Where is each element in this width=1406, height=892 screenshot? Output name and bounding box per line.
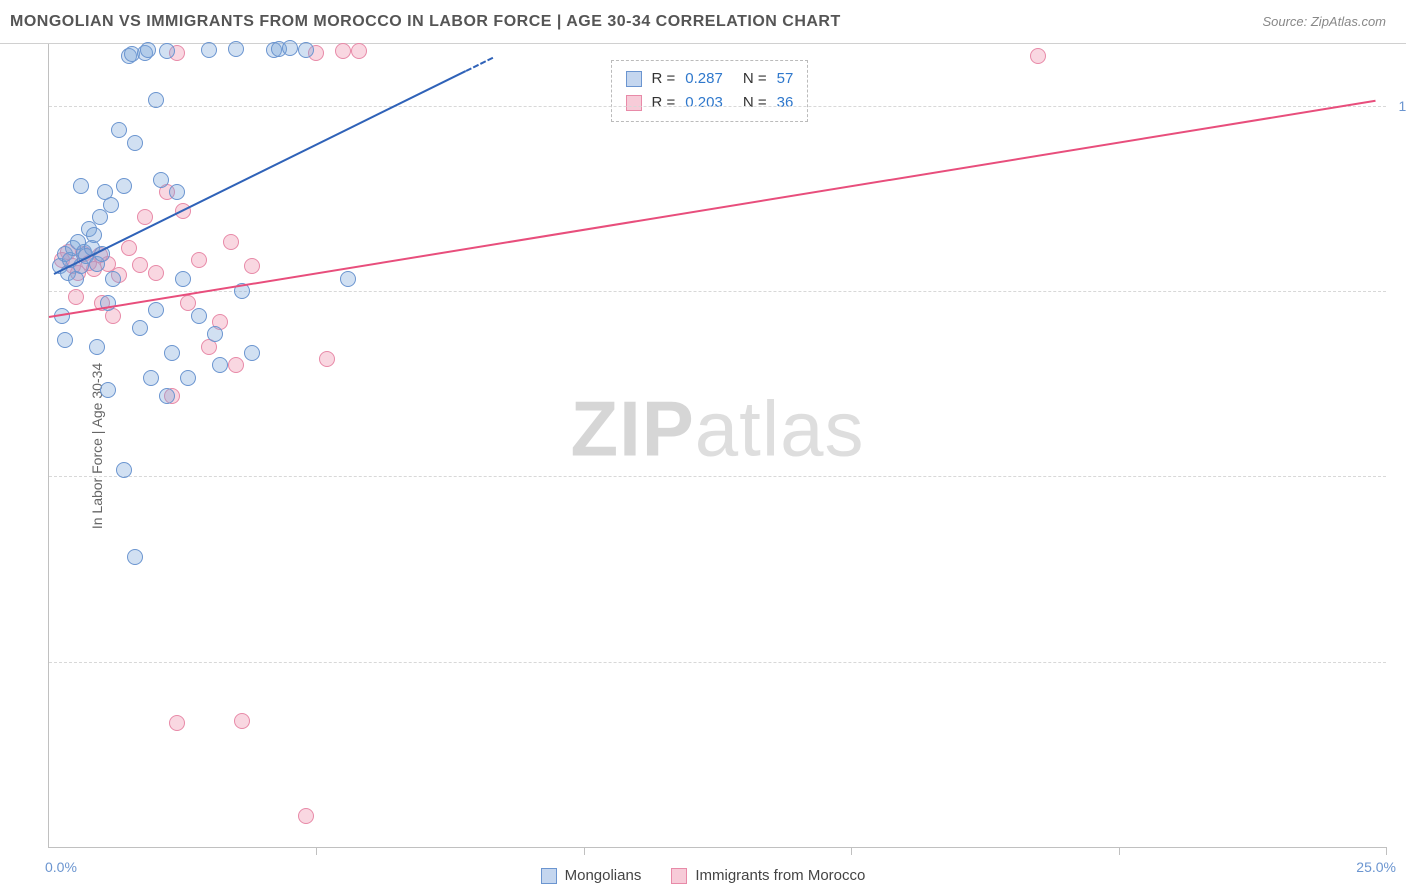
scatter-point-morocco — [298, 808, 314, 824]
scatter-point-morocco — [223, 234, 239, 250]
scatter-point-morocco — [319, 351, 335, 367]
scatter-point-mongolians — [282, 40, 298, 56]
scatter-point-mongolians — [207, 326, 223, 342]
scatter-point-mongolians — [340, 271, 356, 287]
scatter-point-mongolians — [148, 92, 164, 108]
scatter-point-mongolians — [212, 357, 228, 373]
x-tick — [1119, 847, 1120, 855]
gridline-h — [49, 106, 1386, 107]
scatter-point-mongolians — [175, 271, 191, 287]
scatter-point-mongolians — [57, 332, 73, 348]
scatter-point-mongolians — [127, 135, 143, 151]
scatter-point-mongolians — [100, 382, 116, 398]
scatter-point-mongolians — [116, 462, 132, 478]
scatter-point-morocco — [1030, 48, 1046, 64]
scatter-point-mongolians — [73, 178, 89, 194]
x-tick — [1386, 847, 1387, 855]
scatter-point-mongolians — [127, 549, 143, 565]
scatter-point-morocco — [169, 715, 185, 731]
watermark: ZIPatlas — [570, 384, 864, 475]
scatter-point-mongolians — [116, 178, 132, 194]
scatter-point-mongolians — [105, 271, 121, 287]
x-tick — [584, 847, 585, 855]
scatter-point-mongolians — [89, 339, 105, 355]
scatter-point-mongolians — [132, 320, 148, 336]
scatter-point-mongolians — [153, 172, 169, 188]
trendline-mongolians — [54, 70, 467, 275]
swatch-mongolians-icon — [541, 868, 557, 884]
scatter-point-mongolians — [140, 42, 156, 58]
scatter-chart: ZIPatlas 0.0% 25.0% R = 0.287 N = 57 R =… — [48, 44, 1386, 848]
stats-row-mongolians: R = 0.287 N = 57 — [626, 67, 794, 91]
y-tick-label: 100.0% — [1399, 98, 1406, 114]
scatter-point-mongolians — [201, 42, 217, 58]
scatter-point-morocco — [335, 43, 351, 59]
trendline-morocco — [49, 100, 1376, 318]
scatter-point-morocco — [244, 258, 260, 274]
legend-item-mongolians: Mongolians — [541, 867, 642, 884]
stats-row-morocco: R = 0.203 N = 36 — [626, 91, 794, 115]
scatter-point-mongolians — [180, 370, 196, 386]
gridline-h — [49, 291, 1386, 292]
scatter-point-mongolians — [143, 370, 159, 386]
legend-item-morocco: Immigrants from Morocco — [671, 867, 865, 884]
scatter-point-mongolians — [169, 184, 185, 200]
swatch-morocco-icon — [626, 95, 642, 111]
source-label: Source: ZipAtlas.com — [1262, 14, 1386, 29]
scatter-point-mongolians — [159, 43, 175, 59]
correlation-stats-box: R = 0.287 N = 57 R = 0.203 N = 36 — [611, 60, 809, 122]
scatter-point-morocco — [191, 252, 207, 268]
scatter-point-morocco — [234, 713, 250, 729]
chart-title: MONGOLIAN VS IMMIGRANTS FROM MOROCCO IN … — [10, 13, 841, 31]
x-tick — [316, 847, 317, 855]
trendline-mongolians-dash — [466, 56, 494, 71]
scatter-point-mongolians — [159, 388, 175, 404]
swatch-mongolians-icon — [626, 71, 642, 87]
scatter-point-morocco — [351, 43, 367, 59]
scatter-point-morocco — [148, 265, 164, 281]
scatter-point-morocco — [68, 289, 84, 305]
scatter-point-morocco — [228, 357, 244, 373]
x-tick — [851, 847, 852, 855]
scatter-point-mongolians — [111, 122, 127, 138]
gridline-h — [49, 662, 1386, 663]
gridline-h — [49, 476, 1386, 477]
scatter-point-mongolians — [164, 345, 180, 361]
scatter-point-morocco — [137, 209, 153, 225]
scatter-point-morocco — [132, 257, 148, 273]
scatter-point-mongolians — [228, 41, 244, 57]
chart-header: MONGOLIAN VS IMMIGRANTS FROM MOROCCO IN … — [0, 0, 1406, 44]
scatter-point-morocco — [121, 240, 137, 256]
scatter-point-mongolians — [103, 197, 119, 213]
scatter-point-mongolians — [148, 302, 164, 318]
scatter-point-mongolians — [298, 42, 314, 58]
scatter-point-mongolians — [86, 227, 102, 243]
bottom-legend: Mongolians Immigrants from Morocco — [0, 867, 1406, 884]
swatch-morocco-icon — [671, 868, 687, 884]
scatter-point-mongolians — [244, 345, 260, 361]
scatter-point-mongolians — [191, 308, 207, 324]
